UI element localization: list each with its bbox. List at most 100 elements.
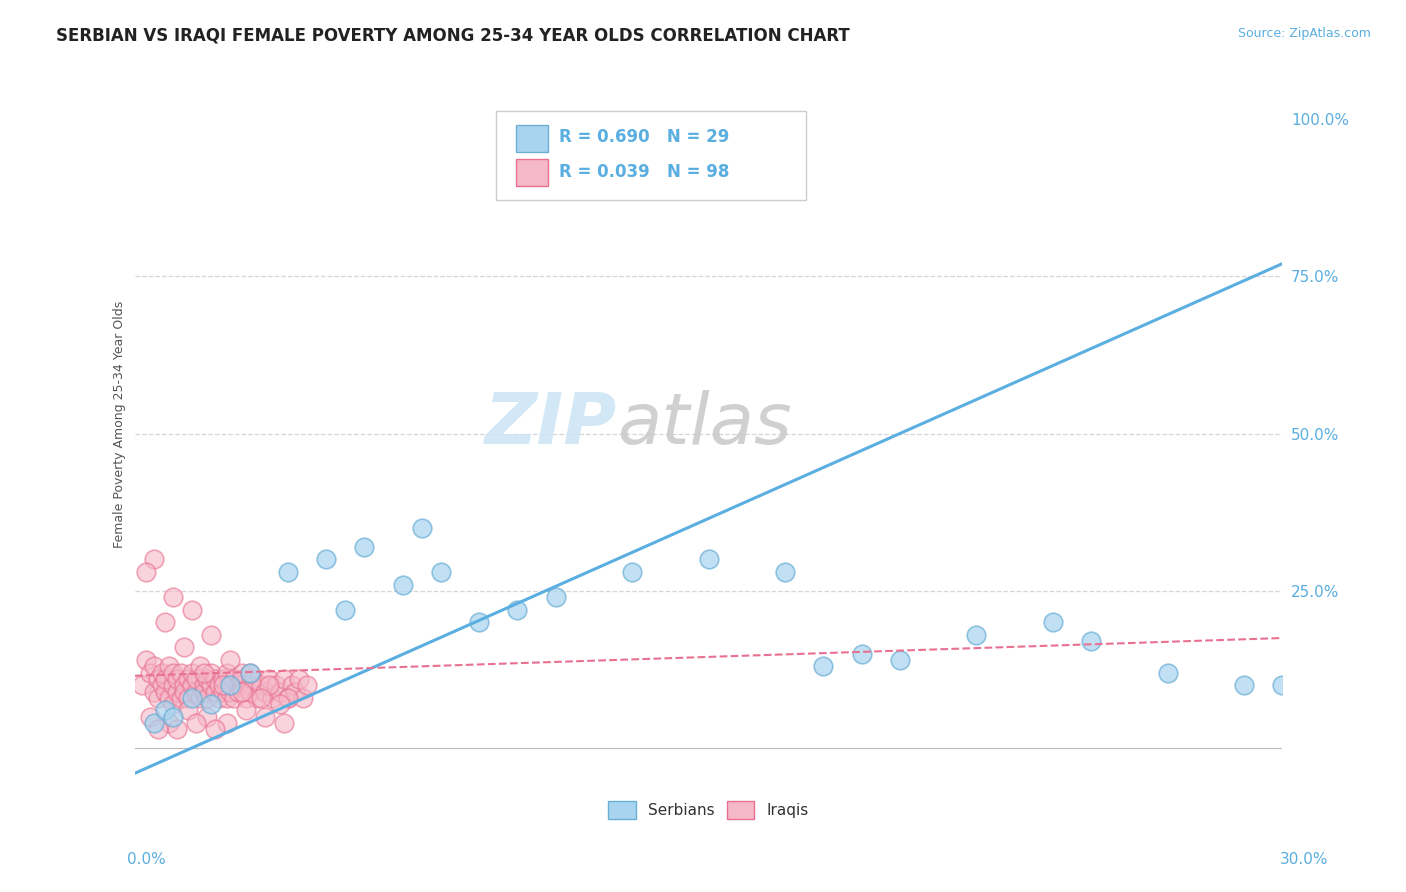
Point [506,603,529,617]
Point [146,672,169,686]
Point [238,665,260,680]
Point [430,565,453,579]
Point [889,653,911,667]
Point [155,703,177,717]
Point [142,552,165,566]
FancyBboxPatch shape [516,125,548,152]
Text: SERBIAN VS IRAQI FEMALE POVERTY AMONG 25-34 YEAR OLDS CORRELATION CHART: SERBIAN VS IRAQI FEMALE POVERTY AMONG 25… [56,27,851,45]
Text: atlas: atlas [617,390,792,458]
Point [200,678,222,692]
Point [253,709,276,723]
Point [177,690,200,705]
Point [139,709,162,723]
Point [333,603,356,617]
Point [162,665,184,680]
Point [155,615,177,630]
Point [146,690,169,705]
Point [193,678,215,692]
Point [411,521,433,535]
Point [257,672,280,686]
FancyBboxPatch shape [496,112,806,200]
Point [224,690,246,705]
Point [1271,678,1294,692]
Point [177,703,200,717]
Point [197,690,219,705]
Point [155,684,177,698]
Point [208,678,231,692]
Point [184,672,207,686]
Point [193,665,215,680]
Point [204,672,226,686]
Point [177,672,200,686]
Point [181,665,204,680]
Text: ZIP: ZIP [485,390,617,458]
Text: 0.0%: 0.0% [127,852,166,867]
Point [184,716,207,731]
Point [284,684,307,698]
Point [166,723,188,737]
Point [215,716,238,731]
Point [231,684,253,698]
Point [142,684,165,698]
Point [697,552,720,566]
Point [169,690,191,705]
Point [219,678,242,692]
Point [200,628,222,642]
Point [204,684,226,698]
Point [184,684,207,698]
Point [173,678,195,692]
Point [269,697,291,711]
Point [173,684,195,698]
Point [211,684,233,698]
Point [246,690,269,705]
Point [621,565,644,579]
Point [135,565,157,579]
Point [188,690,211,705]
Point [188,659,211,673]
Point [150,678,173,692]
Point [166,672,188,686]
Point [211,678,233,692]
Point [181,678,204,692]
Point [197,709,219,723]
Point [257,678,280,692]
Legend: Serbians, Iraqis: Serbians, Iraqis [602,795,815,825]
Text: R = 0.039   N = 98: R = 0.039 N = 98 [560,162,730,180]
Point [146,723,169,737]
Point [262,690,284,705]
Point [200,665,222,680]
Point [288,672,311,686]
Point [157,716,180,731]
Point [269,684,291,698]
Point [253,684,276,698]
Point [391,577,413,591]
Point [219,684,242,698]
Point [238,684,260,698]
Point [238,665,260,680]
Point [204,723,226,737]
Point [266,678,288,692]
Point [851,647,873,661]
Point [273,716,295,731]
Point [292,690,315,705]
Point [773,565,796,579]
Point [211,672,233,686]
Point [162,590,184,604]
Point [250,690,273,705]
Point [277,690,299,705]
Text: R = 0.690   N = 29: R = 0.690 N = 29 [560,128,730,146]
Point [162,697,184,711]
FancyBboxPatch shape [516,159,548,186]
Point [197,672,219,686]
Point [250,678,273,692]
Point [139,665,162,680]
Point [235,690,257,705]
Point [219,678,242,692]
Point [273,672,295,686]
Point [215,690,238,705]
Point [235,703,257,717]
Point [813,659,835,673]
Point [468,615,491,630]
Point [181,603,204,617]
Point [277,690,299,705]
